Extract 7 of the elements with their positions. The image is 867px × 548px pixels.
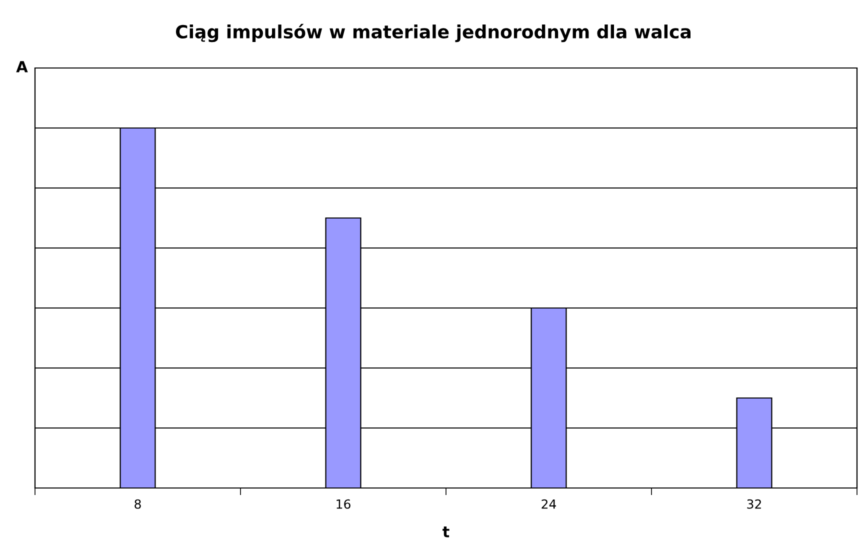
x-axis-title: t bbox=[442, 526, 450, 538]
chart-title: Ciąg impulsów w materiale jednorodnym dla walca bbox=[176, 24, 691, 42]
x-tick-label: 16 bbox=[336, 499, 350, 509]
x-tick-label: 24 bbox=[542, 499, 556, 509]
y-axis-title: A bbox=[16, 61, 28, 72]
x-tick-label: 8 bbox=[134, 499, 141, 509]
x-tick-label: 32 bbox=[747, 499, 761, 509]
